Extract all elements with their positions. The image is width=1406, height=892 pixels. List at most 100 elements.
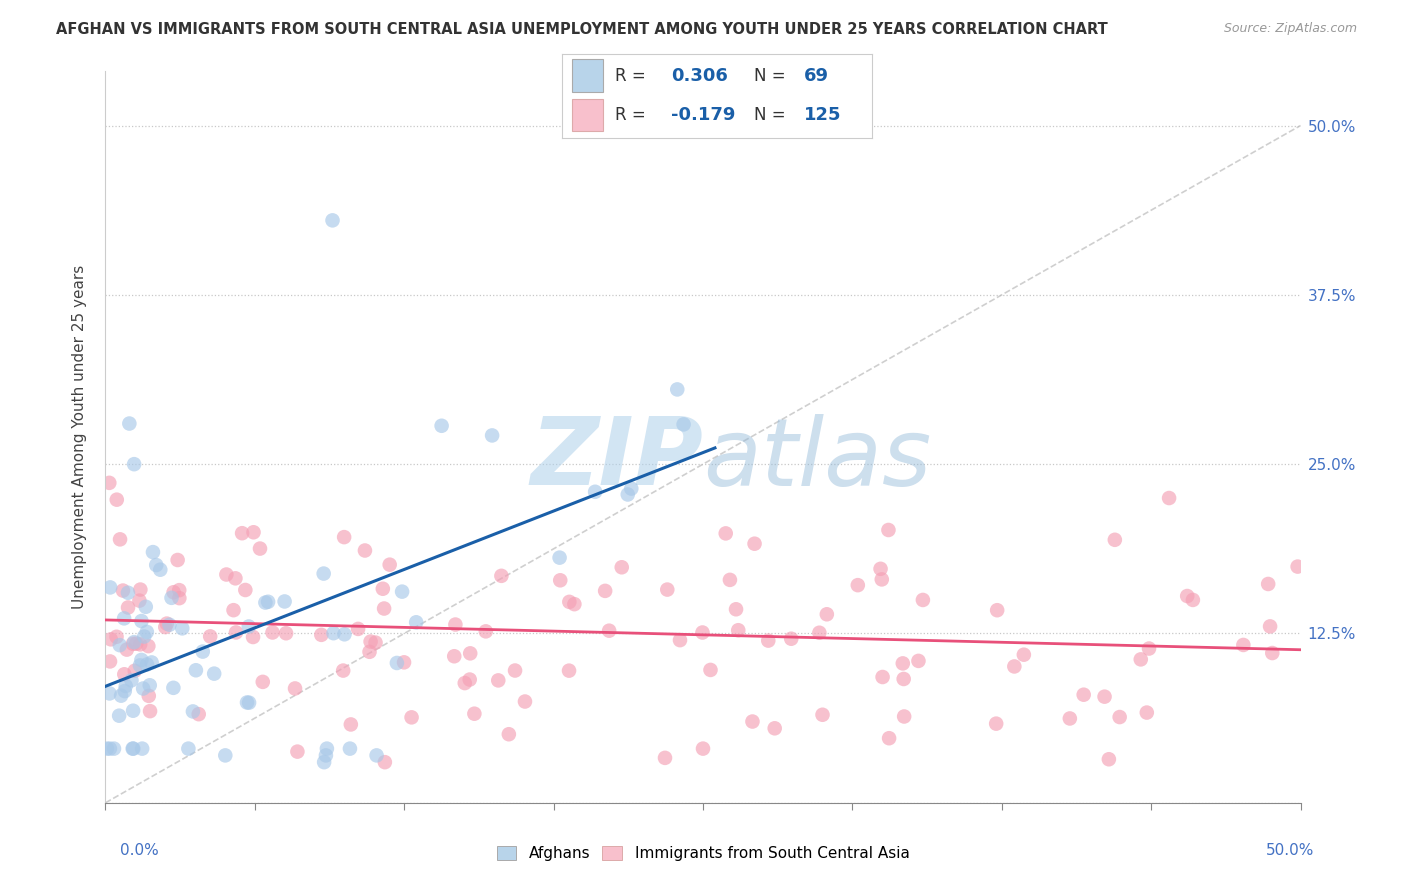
Point xyxy=(238,696,260,710)
Point xyxy=(491,569,513,583)
Point xyxy=(1181,593,1204,607)
Point xyxy=(138,689,160,703)
Point xyxy=(129,582,152,597)
Point xyxy=(443,649,465,664)
Point xyxy=(756,633,779,648)
Point xyxy=(122,635,145,649)
Point xyxy=(115,642,138,657)
Point xyxy=(138,639,160,653)
Point xyxy=(1108,710,1130,724)
Point xyxy=(122,704,145,718)
Point xyxy=(162,681,184,695)
Point xyxy=(763,721,786,735)
Point xyxy=(262,625,284,640)
Point xyxy=(315,741,337,756)
Point xyxy=(129,637,152,651)
Point xyxy=(108,708,131,723)
Point xyxy=(125,637,148,651)
Point xyxy=(1286,559,1309,574)
Point xyxy=(593,583,616,598)
Point xyxy=(287,745,309,759)
Point xyxy=(198,629,221,643)
Point xyxy=(498,727,520,741)
Point xyxy=(815,607,838,622)
Point xyxy=(366,748,388,763)
Point xyxy=(727,624,749,638)
Point xyxy=(233,582,256,597)
Text: atlas: atlas xyxy=(703,414,931,505)
Point xyxy=(311,628,333,642)
Point xyxy=(1094,690,1116,704)
Point xyxy=(1258,619,1281,633)
Point xyxy=(893,672,915,686)
Point xyxy=(225,625,247,640)
Point xyxy=(321,213,344,227)
Point xyxy=(142,545,165,559)
Point xyxy=(315,748,337,763)
Point xyxy=(1129,652,1152,666)
Point xyxy=(654,751,676,765)
Point xyxy=(159,617,181,632)
Point xyxy=(105,492,128,507)
Point xyxy=(669,633,692,648)
Point xyxy=(354,543,377,558)
Point xyxy=(222,603,245,617)
Point xyxy=(907,654,929,668)
Point xyxy=(1159,491,1181,505)
Point xyxy=(160,591,183,605)
Point xyxy=(1175,589,1198,603)
Point xyxy=(458,673,481,687)
Point xyxy=(1098,752,1121,766)
Point xyxy=(359,645,381,659)
Point xyxy=(373,601,395,615)
Point xyxy=(780,632,803,646)
Point xyxy=(110,689,132,703)
Point xyxy=(454,676,477,690)
Point xyxy=(284,681,307,696)
Point xyxy=(169,591,191,606)
Text: 50.0%: 50.0% xyxy=(1267,843,1315,858)
Point xyxy=(610,560,633,574)
Point xyxy=(378,558,401,572)
Point xyxy=(564,597,586,611)
Point xyxy=(141,656,163,670)
Point xyxy=(105,630,128,644)
Point xyxy=(121,673,143,688)
Point xyxy=(583,484,606,499)
Point xyxy=(401,710,423,724)
Point xyxy=(273,594,295,608)
Point xyxy=(486,673,509,688)
Point xyxy=(249,541,271,556)
Text: N =: N = xyxy=(754,106,786,124)
Point xyxy=(103,741,125,756)
Point xyxy=(911,593,934,607)
Point xyxy=(333,627,356,641)
Point xyxy=(891,657,914,671)
Point xyxy=(257,595,280,609)
Point xyxy=(475,624,498,639)
Point xyxy=(1232,638,1254,652)
Text: 0.0%: 0.0% xyxy=(120,843,159,858)
Point xyxy=(672,417,695,432)
Point xyxy=(392,656,415,670)
Point xyxy=(100,632,122,647)
Text: ZIP: ZIP xyxy=(530,413,703,505)
Point xyxy=(172,621,194,635)
Point xyxy=(149,563,172,577)
Point xyxy=(136,657,159,672)
Point xyxy=(98,686,121,700)
Point xyxy=(122,637,145,651)
Point xyxy=(135,624,157,639)
Point xyxy=(364,635,387,649)
Point xyxy=(117,600,139,615)
FancyBboxPatch shape xyxy=(572,60,603,92)
Point xyxy=(124,664,146,678)
Point xyxy=(134,630,156,644)
Point xyxy=(339,741,361,756)
Point xyxy=(111,583,134,598)
Point xyxy=(166,553,188,567)
Point xyxy=(374,755,396,769)
Point xyxy=(132,681,155,696)
Point xyxy=(98,581,121,595)
Point xyxy=(1261,646,1284,660)
